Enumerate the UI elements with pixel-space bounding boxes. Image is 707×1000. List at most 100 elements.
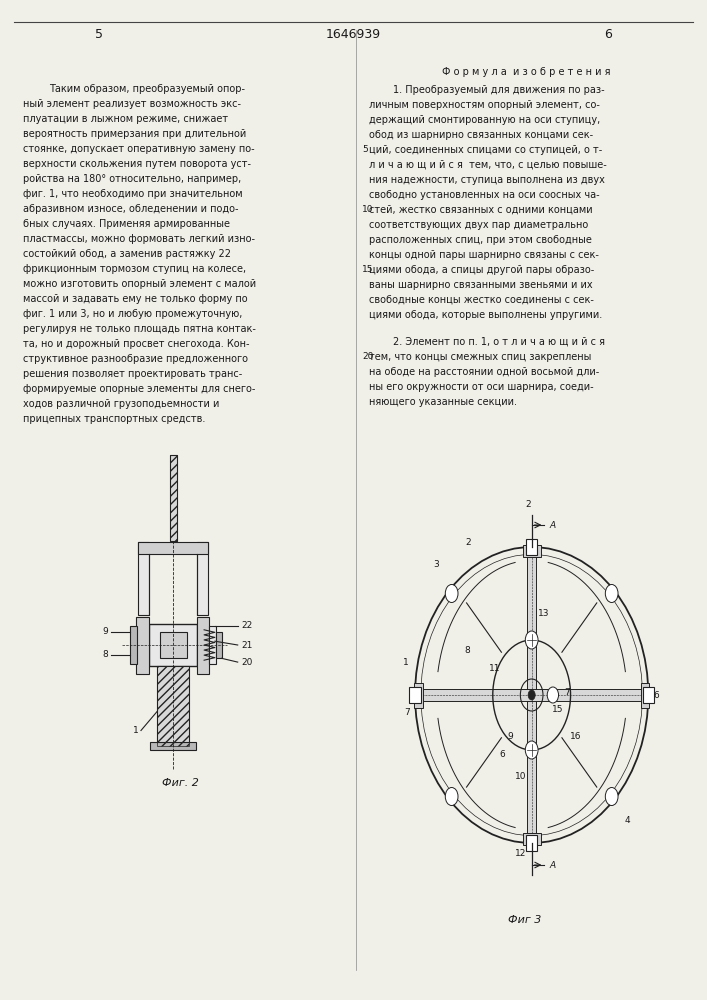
Text: 10: 10 xyxy=(515,772,527,781)
Bar xyxy=(643,687,654,703)
Text: 15: 15 xyxy=(551,705,563,714)
Text: A: A xyxy=(549,520,556,530)
Text: обод из шарнирно связанных концами сек-: обод из шарнирно связанных концами сек- xyxy=(369,130,593,140)
Circle shape xyxy=(605,788,618,806)
Text: держащий смонтированную на оси ступицу,: держащий смонтированную на оси ступицу, xyxy=(369,115,600,125)
Text: 11: 11 xyxy=(489,664,500,673)
Bar xyxy=(160,632,187,658)
Circle shape xyxy=(525,741,538,759)
Text: концы одной пары шарнирно связаны с сек-: концы одной пары шарнирно связаны с сек- xyxy=(369,250,599,260)
Text: фиг. 1, что необходимо при значительном: фиг. 1, что необходимо при значительном xyxy=(23,189,243,199)
Bar xyxy=(197,542,208,615)
Bar xyxy=(157,666,189,746)
Text: Фиг 3: Фиг 3 xyxy=(508,915,542,925)
Text: 9: 9 xyxy=(102,627,108,636)
Text: расположенных спиц, при этом свободные: расположенных спиц, при этом свободные xyxy=(369,235,592,245)
Text: формируемые опорные элементы для снего-: формируемые опорные элементы для снего- xyxy=(23,384,255,394)
Bar xyxy=(419,689,645,701)
Text: решения позволяет проектировать транс-: решения позволяет проектировать транс- xyxy=(23,369,242,379)
Text: 1: 1 xyxy=(132,726,139,735)
Text: 21: 21 xyxy=(241,641,252,650)
Text: A: A xyxy=(549,860,556,869)
Text: состойкий обод, а заменив растяжку 22: состойкий обод, а заменив растяжку 22 xyxy=(23,249,230,259)
Bar xyxy=(151,742,196,750)
Circle shape xyxy=(605,584,618,602)
Text: ройства на 180° относительно, например,: ройства на 180° относительно, например, xyxy=(23,174,241,184)
Bar xyxy=(139,542,149,615)
Bar xyxy=(197,616,209,674)
Text: можно изготовить опорный элемент с малой: можно изготовить опорный элемент с малой xyxy=(23,279,256,289)
Circle shape xyxy=(445,788,458,806)
Text: ны его окружности от оси шарнира, соеди-: ны его окружности от оси шарнира, соеди- xyxy=(369,382,594,392)
Text: 13: 13 xyxy=(537,609,549,618)
Text: тем, что концы смежных спиц закреплены: тем, что концы смежных спиц закреплены xyxy=(369,352,592,362)
Text: соответствующих двух пар диаметрально: соответствующих двух пар диаметрально xyxy=(369,220,588,230)
Text: массой и задавать ему не только форму по: массой и задавать ему не только форму по xyxy=(23,294,247,304)
Text: фиг. 1 или 3, но и любую промежуточную,: фиг. 1 или 3, но и любую промежуточную, xyxy=(23,309,242,319)
Text: 8: 8 xyxy=(102,650,108,659)
Bar xyxy=(414,682,423,708)
Text: 22: 22 xyxy=(241,621,252,631)
Text: ный элемент реализует возможность экс-: ный элемент реализует возможность экс- xyxy=(23,99,240,109)
Text: 2: 2 xyxy=(525,500,531,509)
Bar xyxy=(526,835,537,851)
Text: ния надежности, ступица выполнена из двух: ния надежности, ступица выполнена из дву… xyxy=(369,175,605,185)
Text: ций, соединенных спицами со ступицей, о т-: ций, соединенных спицами со ступицей, о … xyxy=(369,145,602,155)
Text: свободные концы жестко соединены с сек-: свободные концы жестко соединены с сек- xyxy=(369,295,594,305)
Text: л и ч а ю щ и й с я  тем, что, с целью повыше-: л и ч а ю щ и й с я тем, что, с целью по… xyxy=(369,160,607,170)
Text: 1. Преобразуемый для движения по раз-: 1. Преобразуемый для движения по раз- xyxy=(393,85,605,95)
Text: вероятность примерзания при длительной: вероятность примерзания при длительной xyxy=(23,129,246,139)
Text: 6: 6 xyxy=(500,750,506,759)
Text: 1646939: 1646939 xyxy=(326,27,381,40)
Text: 4: 4 xyxy=(624,816,630,825)
Text: 16: 16 xyxy=(571,732,582,741)
Bar xyxy=(130,626,137,664)
Text: 8: 8 xyxy=(464,646,470,655)
Text: циями обода, а спицы другой пары образо-: циями обода, а спицы другой пары образо- xyxy=(369,265,595,275)
Text: 6: 6 xyxy=(604,27,612,40)
Circle shape xyxy=(445,584,458,602)
Bar xyxy=(139,542,208,554)
Text: 1: 1 xyxy=(403,658,409,667)
Text: 15: 15 xyxy=(362,265,373,274)
Text: на ободе на расстоянии одной восьмой дли-: на ободе на расстоянии одной восьмой дли… xyxy=(369,367,600,377)
Text: 20: 20 xyxy=(241,658,252,667)
Bar xyxy=(209,626,216,664)
Bar xyxy=(409,687,421,703)
Text: та, но и дорожный просвет снегохода. Кон-: та, но и дорожный просвет снегохода. Кон… xyxy=(23,339,249,349)
Text: 2: 2 xyxy=(465,538,471,547)
Bar xyxy=(170,455,177,540)
Text: свободно установленных на оси соосных ча-: свободно установленных на оси соосных ча… xyxy=(369,190,600,200)
Text: Фиг. 2: Фиг. 2 xyxy=(162,778,199,788)
Circle shape xyxy=(525,631,538,649)
Text: личным поверхностям опорный элемент, со-: личным поверхностям опорный элемент, со- xyxy=(369,100,600,110)
Text: 20: 20 xyxy=(362,352,373,361)
Text: ваны шарнирно связанными звеньями и их: ваны шарнирно связанными звеньями и их xyxy=(369,280,592,290)
Circle shape xyxy=(547,687,559,703)
Bar xyxy=(216,632,221,658)
Bar xyxy=(526,539,537,555)
Text: 2. Элемент по п. 1, о т л и ч а ю щ и й с я: 2. Элемент по п. 1, о т л и ч а ю щ и й … xyxy=(393,337,605,347)
Text: Таким образом, преобразуемый опор-: Таким образом, преобразуемый опор- xyxy=(49,84,245,94)
Text: 9: 9 xyxy=(508,732,513,741)
Text: 3: 3 xyxy=(433,560,439,569)
Bar xyxy=(522,545,540,557)
Text: бных случаях. Применяя армированные: бных случаях. Применяя армированные xyxy=(23,219,230,229)
Bar xyxy=(136,616,149,674)
Text: Ф о р м у л а  и з о б р е т е н и я: Ф о р м у л а и з о б р е т е н и я xyxy=(443,67,611,77)
Circle shape xyxy=(528,690,535,700)
Bar xyxy=(522,833,540,845)
Text: фрикционным тормозом ступиц на колесе,: фрикционным тормозом ступиц на колесе, xyxy=(23,264,246,274)
Text: 12: 12 xyxy=(515,849,527,858)
Bar xyxy=(641,682,649,708)
Text: циями обода, которые выполнены упругими.: циями обода, которые выполнены упругими. xyxy=(369,310,602,320)
Bar xyxy=(157,666,189,746)
Text: регулируя не только площадь пятна контак-: регулируя не только площадь пятна контак… xyxy=(23,324,255,334)
Text: плуатации в лыжном режиме, снижает: плуатации в лыжном режиме, снижает xyxy=(23,114,228,124)
Text: 6: 6 xyxy=(653,690,660,700)
Text: 7: 7 xyxy=(404,708,410,717)
Text: структивное разнообразие предложенного: структивное разнообразие предложенного xyxy=(23,354,247,364)
Text: 10: 10 xyxy=(362,205,373,214)
Text: прицепных транспортных средств.: прицепных транспортных средств. xyxy=(23,414,205,424)
Bar xyxy=(527,551,536,839)
